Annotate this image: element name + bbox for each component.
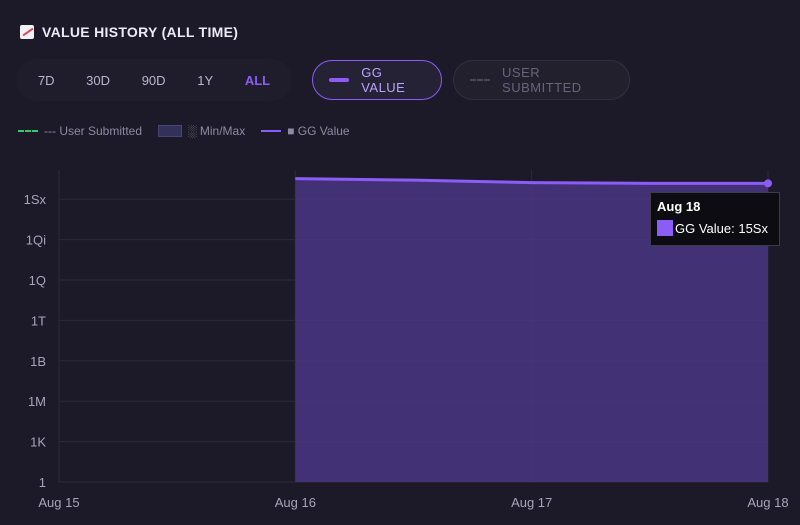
tooltip-value: GG Value: 15Sx: [675, 220, 768, 236]
chart-tooltip: Aug 18 GG Value: 15Sx: [650, 192, 780, 246]
legend-min-max[interactable]: ░ Min/Max: [158, 124, 245, 138]
y-tick-label: 1B: [30, 354, 46, 369]
gg-value-active-point: [764, 179, 772, 188]
range-1y-button[interactable]: 1Y: [197, 72, 214, 88]
line-swatch-icon: [329, 78, 350, 82]
range-all-button[interactable]: ALL: [244, 72, 271, 88]
area-swatch-icon: [158, 125, 183, 137]
chart-legend: --- User Submitted ░ Min/Max ■ GG Value: [18, 124, 350, 138]
tooltip-swatch-icon: [657, 220, 673, 236]
range-7d-button[interactable]: 7D: [37, 72, 55, 88]
x-tick-label: Aug 16: [275, 495, 316, 510]
y-tick-label: 1T: [31, 313, 46, 328]
user-submitted-toggle[interactable]: USER SUBMITTED: [453, 60, 630, 100]
dashed-line-icon: [470, 79, 491, 81]
y-tick-label: 1: [39, 475, 46, 490]
y-tick-label: 1K: [30, 435, 46, 450]
dashed-line-icon: [18, 130, 38, 132]
range-30d-button[interactable]: 30D: [86, 72, 111, 88]
line-swatch-icon: [261, 130, 282, 132]
range-90d-button[interactable]: 90D: [141, 72, 166, 88]
legend-gg-value[interactable]: ■ GG Value: [261, 124, 350, 138]
gg-value-area: [295, 178, 768, 482]
y-tick-label: 1Q: [29, 273, 46, 288]
tooltip-date: Aug 18: [657, 199, 701, 214]
chart-increasing-icon: [20, 25, 34, 39]
y-tick-label: 1Sx: [24, 192, 47, 207]
x-tick-label: Aug 18: [747, 495, 788, 510]
legend-min-max-label: ░ Min/Max: [188, 124, 246, 138]
x-tick-label: Aug 15: [38, 495, 79, 510]
y-tick-label: 1M: [28, 394, 46, 409]
x-tick-label: Aug 17: [511, 495, 552, 510]
gg-value-toggle[interactable]: GG VALUE: [312, 60, 442, 100]
legend-user-submitted[interactable]: --- User Submitted: [18, 124, 142, 138]
chart-header: VALUE HISTORY (ALL TIME): [20, 24, 238, 40]
gg-value-line: [295, 177, 768, 185]
y-tick-label: 1Qi: [26, 233, 46, 248]
legend-user-submitted-label: --- User Submitted: [44, 124, 143, 138]
gg-value-toggle-label: GG VALUE: [361, 65, 406, 95]
legend-gg-value-label: ■ GG Value: [287, 124, 350, 138]
chart-title: VALUE HISTORY (ALL TIME): [42, 24, 239, 40]
user-submitted-toggle-label: USER SUBMITTED: [502, 65, 582, 95]
time-range-selector: 7D 30D 90D 1Y ALL: [16, 59, 292, 101]
